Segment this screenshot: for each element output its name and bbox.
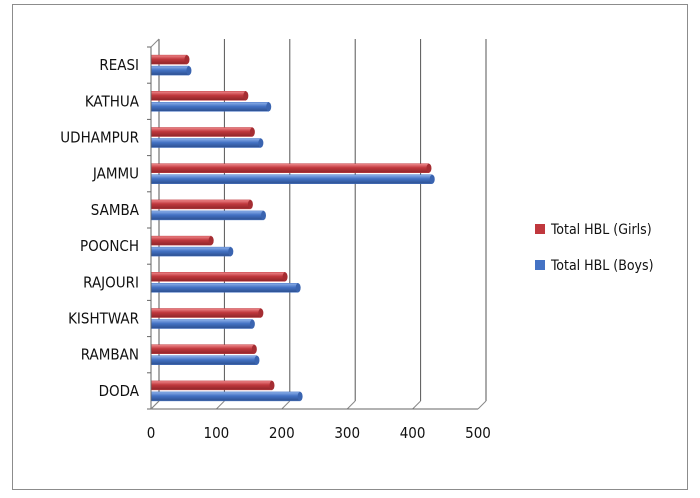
category-label: KISHTWAR	[68, 310, 139, 328]
category-label: SAMBA	[91, 201, 140, 219]
legend-swatch	[535, 260, 545, 270]
category-label: RAMBAN	[81, 346, 139, 364]
bar-girls	[150, 380, 273, 391]
bar-end-cap	[228, 247, 234, 257]
x-tick-label: 400	[400, 424, 426, 442]
category-label: KATHUA	[85, 92, 140, 110]
category-label: POONCH	[80, 237, 139, 255]
legend-label: Total HBL (Girls)	[550, 222, 652, 238]
grid-floor-line	[477, 400, 487, 410]
bar-boys	[150, 391, 301, 402]
bar-end-cap	[186, 66, 192, 76]
category-label: UDHAMPUR	[60, 129, 139, 147]
bar-end-cap	[247, 199, 253, 209]
bar-girls	[150, 91, 247, 101]
x-tick-label: 100	[204, 424, 230, 442]
bar-end-cap	[258, 308, 264, 318]
category-label: REASI	[99, 56, 139, 74]
bar-boys	[150, 355, 258, 365]
axis-depth	[150, 38, 160, 48]
bar-girls	[150, 54, 188, 65]
legend: Total HBL (Girls) Total HBL (Boys)	[535, 222, 653, 274]
bar-girls	[150, 308, 262, 318]
legend-swatch	[535, 224, 545, 234]
x-tick-labels: 0 100 200 300 400 500	[147, 424, 491, 442]
bar-boys	[150, 174, 433, 184]
bar-girls	[150, 163, 430, 173]
bar-girls	[150, 235, 212, 246]
bar-end-cap	[429, 174, 435, 184]
bar-chart: REASI KATHUA UDHAMPUR JAMMU SAMBA POONCH RAJOU…	[60, 38, 653, 442]
category-labels: REASI KATHUA UDHAMPUR JAMMU SAMBA POONCH RAJOU…	[60, 56, 139, 400]
x-tick-label: 200	[269, 424, 295, 442]
x-tick-label: 500	[465, 424, 491, 442]
bar-girls	[150, 127, 253, 137]
bar-end-cap	[260, 210, 266, 220]
grid-floor-line	[216, 400, 225, 410]
bar-end-cap	[249, 127, 255, 137]
bar-end-cap	[282, 272, 288, 282]
category-label: DODA	[99, 382, 140, 400]
bar-end-cap	[184, 55, 190, 65]
chart-frame: REASI KATHUA UDHAMPUR JAMMU SAMBA POONCH RAJOU…	[12, 4, 688, 490]
bar-end-cap	[269, 380, 275, 390]
category-label: RAJOURI	[83, 273, 139, 291]
bar-end-cap	[251, 344, 257, 354]
bar-end-cap	[258, 138, 264, 148]
legend-label: Total HBL (Boys)	[550, 258, 653, 274]
bar-end-cap	[249, 319, 255, 329]
bar-end-cap	[266, 102, 272, 112]
bar-girls	[150, 272, 286, 282]
axis-depth	[150, 400, 160, 410]
bar-end-cap	[295, 283, 301, 293]
bar-boys	[150, 246, 232, 257]
category-label: JAMMU	[92, 165, 139, 183]
bar-girls	[150, 344, 255, 354]
bar-end-cap	[426, 163, 432, 173]
grid-floor-line	[281, 400, 291, 410]
grid-floor-line	[346, 400, 356, 410]
axes	[147, 38, 478, 410]
bar-boys	[150, 65, 190, 76]
bars	[150, 54, 435, 402]
bar-end-cap	[254, 355, 260, 365]
grid-floor-line	[412, 400, 421, 410]
bar-boys	[150, 138, 262, 148]
x-tick-label: 300	[334, 424, 360, 442]
bar-boys	[150, 102, 269, 112]
x-tick-label: 0	[147, 424, 156, 442]
bar-boys	[150, 210, 264, 221]
bar-end-cap	[208, 236, 214, 246]
bar-girls	[150, 199, 251, 210]
bar-boys	[150, 319, 253, 329]
bar-end-cap	[297, 391, 303, 401]
bar-boys	[150, 283, 299, 293]
bar-end-cap	[243, 91, 249, 101]
